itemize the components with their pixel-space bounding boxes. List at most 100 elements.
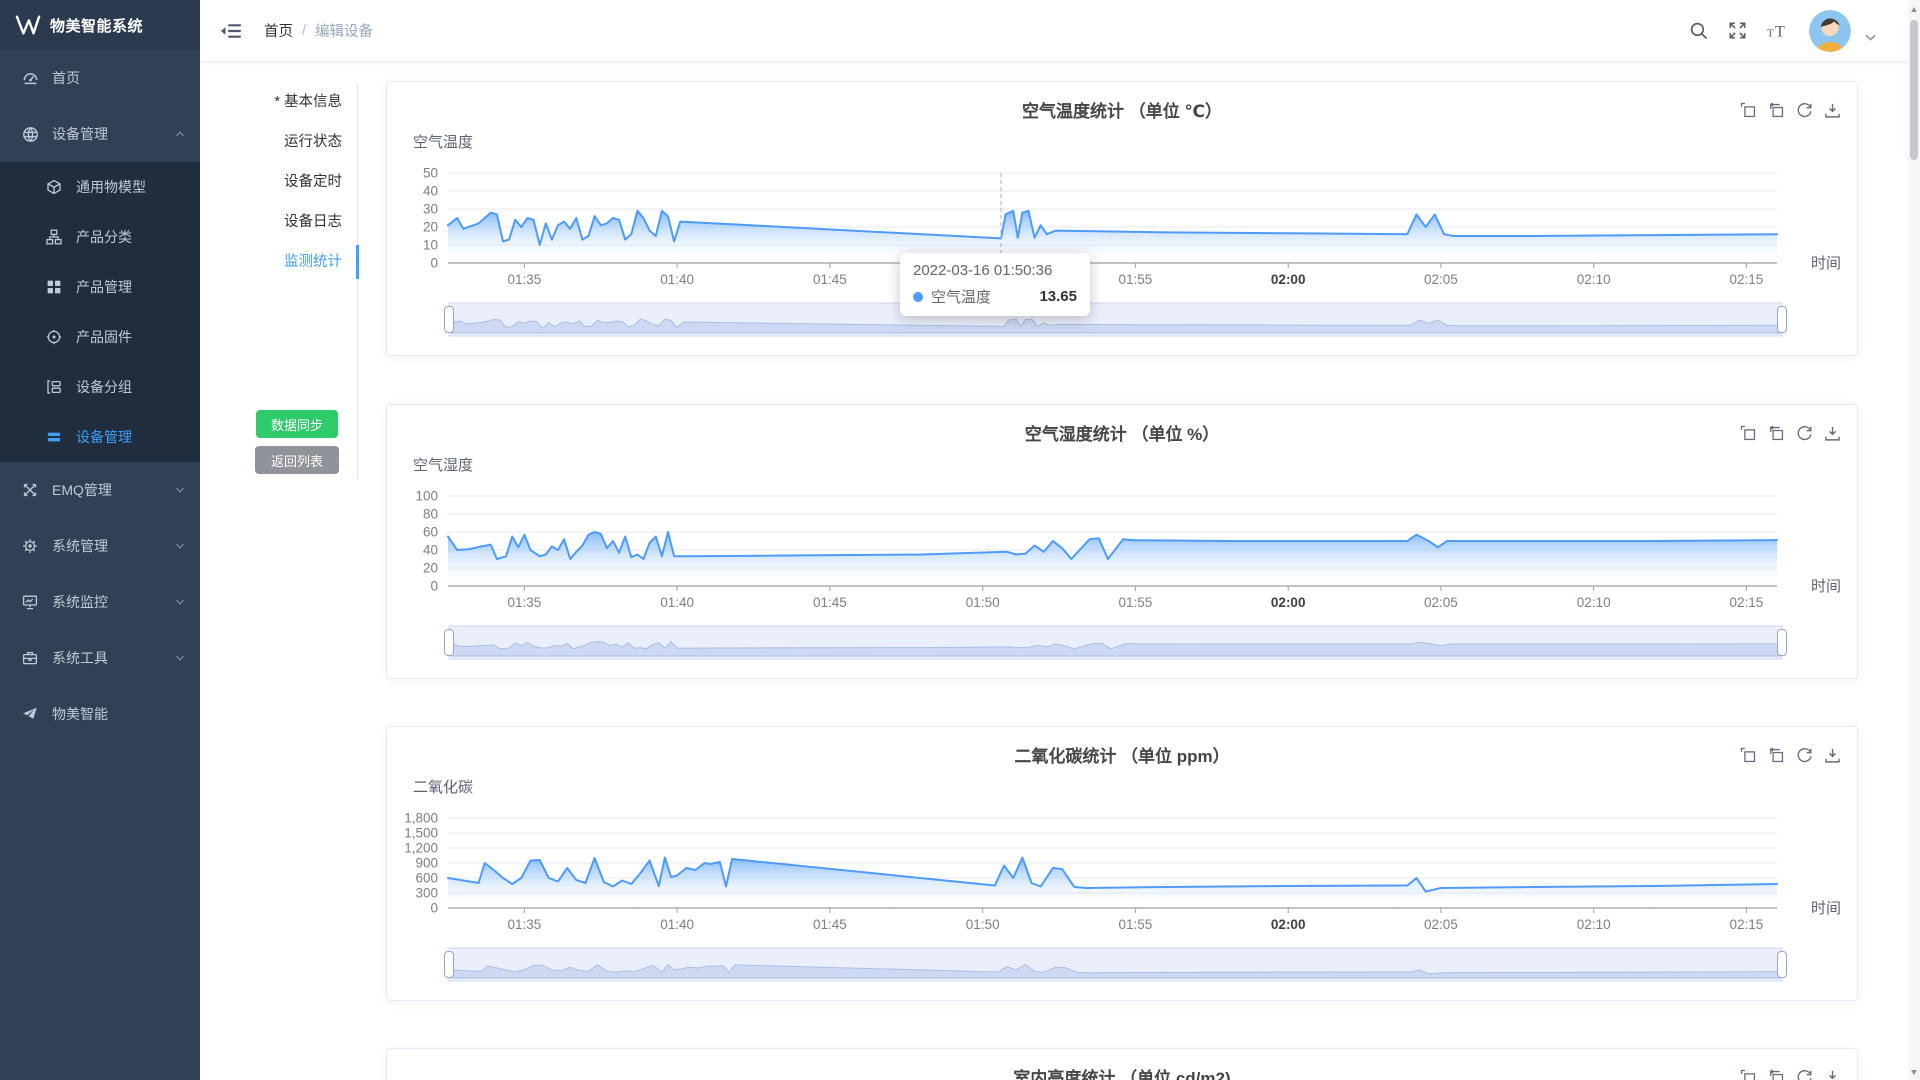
svg-text:01:55: 01:55: [1119, 595, 1153, 610]
datazoom-handle: [1777, 306, 1787, 333]
svg-text:900: 900: [415, 856, 438, 871]
search-icon[interactable]: [1689, 21, 1708, 40]
svg-text:02:10: 02:10: [1577, 917, 1611, 932]
download-icon[interactable]: [1824, 425, 1841, 442]
emq-icon: [20, 482, 40, 498]
chart-card-indoor-brightness: 室内亮度统计 （单位 cd/m2): [386, 1048, 1858, 1080]
thing-model-icon: [44, 179, 64, 195]
data-zoom-icon[interactable]: [1740, 425, 1757, 442]
zoom-restore-icon[interactable]: [1768, 425, 1785, 442]
svg-text:60: 60: [423, 525, 438, 540]
zoom-restore-icon[interactable]: [1768, 747, 1785, 764]
svg-text:02:00: 02:00: [1271, 595, 1306, 610]
download-icon[interactable]: [1824, 102, 1841, 119]
tab-device-log[interactable]: 设备日志: [284, 214, 342, 230]
sidebar-item-system-manage[interactable]: 系统管理: [0, 518, 200, 574]
fullscreen-icon[interactable]: [1728, 21, 1747, 40]
device-list-icon: [44, 429, 64, 445]
sidebar-item-home[interactable]: 首页: [0, 50, 200, 106]
collapse-menu-icon[interactable]: [220, 22, 242, 40]
svg-text:02:00: 02:00: [1271, 272, 1306, 287]
breadcrumb: 首页 / 编辑设备: [264, 20, 373, 41]
sidebar-item-product-firmware[interactable]: 产品固件: [0, 312, 200, 362]
sidebar-item-device-group[interactable]: 设备分组: [0, 362, 200, 412]
sidebar-item-system-monitor[interactable]: 系统监控: [0, 574, 200, 630]
sidebar: 物美智能系统 首页 设备管理 通用物模型 产品分类 产品管理 产品固件 设备分组 设备管理 EM…: [0, 0, 200, 1080]
chart-legend[interactable]: 空气温度: [413, 134, 474, 151]
sidebar-item-label: 通用物模型: [76, 179, 146, 195]
download-icon[interactable]: [1824, 1069, 1841, 1080]
sidebar-item-device-manage[interactable]: 设备管理: [0, 106, 200, 162]
category-icon: [44, 229, 64, 245]
svg-text:50: 50: [423, 166, 438, 181]
chevron-down-icon: [174, 540, 186, 552]
data-zoom-icon[interactable]: [1740, 747, 1757, 764]
sidebar-item-system-tools[interactable]: 系统工具: [0, 630, 200, 686]
tooltip-series-label: 空气温度: [931, 289, 992, 306]
refresh-icon[interactable]: [1796, 425, 1813, 442]
refresh-icon[interactable]: [1796, 1069, 1813, 1080]
data-zoom-icon[interactable]: [1740, 1069, 1757, 1080]
svg-text:0: 0: [430, 901, 438, 916]
datazoom-handle: [444, 951, 454, 978]
svg-text:01:45: 01:45: [813, 595, 847, 610]
svg-text:20: 20: [423, 220, 438, 235]
user-avatar[interactable]: [1809, 9, 1851, 52]
sidebar-item-product-category[interactable]: 产品分类: [0, 212, 200, 262]
monitor-icon: [20, 594, 40, 610]
chevron-down-icon: [174, 484, 186, 496]
svg-text:T: T: [1775, 23, 1785, 40]
svg-text:02:00: 02:00: [1271, 917, 1306, 932]
tabs-divider: [357, 84, 358, 478]
zoom-restore-icon[interactable]: [1768, 102, 1785, 119]
chart-toolbox: [1740, 747, 1841, 764]
download-icon[interactable]: [1824, 747, 1841, 764]
scrollbar-thumb[interactable]: [1910, 20, 1918, 160]
tab-device-timer[interactable]: 设备定时: [284, 174, 342, 190]
sidebar-item-device-list[interactable]: 设备管理: [0, 412, 200, 462]
chart-plot: 0102030405001:3501:4001:4501:5001:5502:0…: [423, 166, 1841, 337]
sidebar-item-wumei-smart[interactable]: 物美智能: [0, 686, 200, 742]
svg-text:0: 0: [430, 579, 438, 594]
back-to-list-button[interactable]: 返回列表: [255, 446, 339, 474]
data-zoom-icon[interactable]: [1740, 102, 1757, 119]
sidebar-item-label: 产品固件: [76, 329, 132, 345]
scrollbar-down-arrow[interactable]: [1910, 1070, 1917, 1075]
caret-down-icon[interactable]: [1865, 33, 1876, 42]
chart-legend[interactable]: 二氧化碳: [413, 779, 474, 796]
tab-basic-info[interactable]: * 基本信息: [274, 94, 342, 110]
zoom-restore-icon[interactable]: [1768, 1069, 1785, 1080]
refresh-icon[interactable]: [1796, 102, 1813, 119]
series-marker-dot: [913, 291, 923, 302]
svg-text:20: 20: [423, 561, 438, 576]
device-group-icon: [44, 379, 64, 395]
page-scrollbar[interactable]: [1908, 0, 1920, 1080]
sidebar-item-emq-manage[interactable]: EMQ管理: [0, 462, 200, 518]
svg-text:02:05: 02:05: [1424, 595, 1458, 610]
chart-title: 空气湿度统计 （单位 %）: [1024, 425, 1220, 444]
svg-text:1,800: 1,800: [404, 811, 438, 826]
breadcrumb-home[interactable]: 首页: [264, 24, 293, 40]
svg-text:01:45: 01:45: [813, 917, 847, 932]
sidebar-item-product-manage[interactable]: 产品管理: [0, 262, 200, 312]
main-content: * 基本信息 运行状态 设备定时 设备日志 监测统计 数据同步 返回列表 空气温度统计 …: [200, 61, 1920, 1080]
refresh-icon[interactable]: [1796, 747, 1813, 764]
tab-monitor-stats[interactable]: 监测统计: [284, 254, 342, 270]
scrollbar-up-arrow[interactable]: [1910, 7, 1917, 12]
svg-text:02:10: 02:10: [1577, 595, 1611, 610]
paper-plane-icon: [20, 706, 40, 722]
firmware-icon: [44, 329, 64, 345]
data-sync-button[interactable]: 数据同步: [256, 410, 338, 438]
sidebar-item-thing-model[interactable]: 通用物模型: [0, 162, 200, 212]
tab-run-status[interactable]: 运行状态: [284, 134, 342, 150]
chart-legend[interactable]: 空气湿度: [413, 457, 474, 474]
sidebar-item-label: 系统管理: [52, 538, 108, 554]
svg-text:1,500: 1,500: [404, 826, 438, 841]
app-logo[interactable]: 物美智能系统: [0, 0, 200, 50]
sidebar-item-label: 产品管理: [76, 279, 132, 295]
svg-text:80: 80: [423, 507, 438, 522]
